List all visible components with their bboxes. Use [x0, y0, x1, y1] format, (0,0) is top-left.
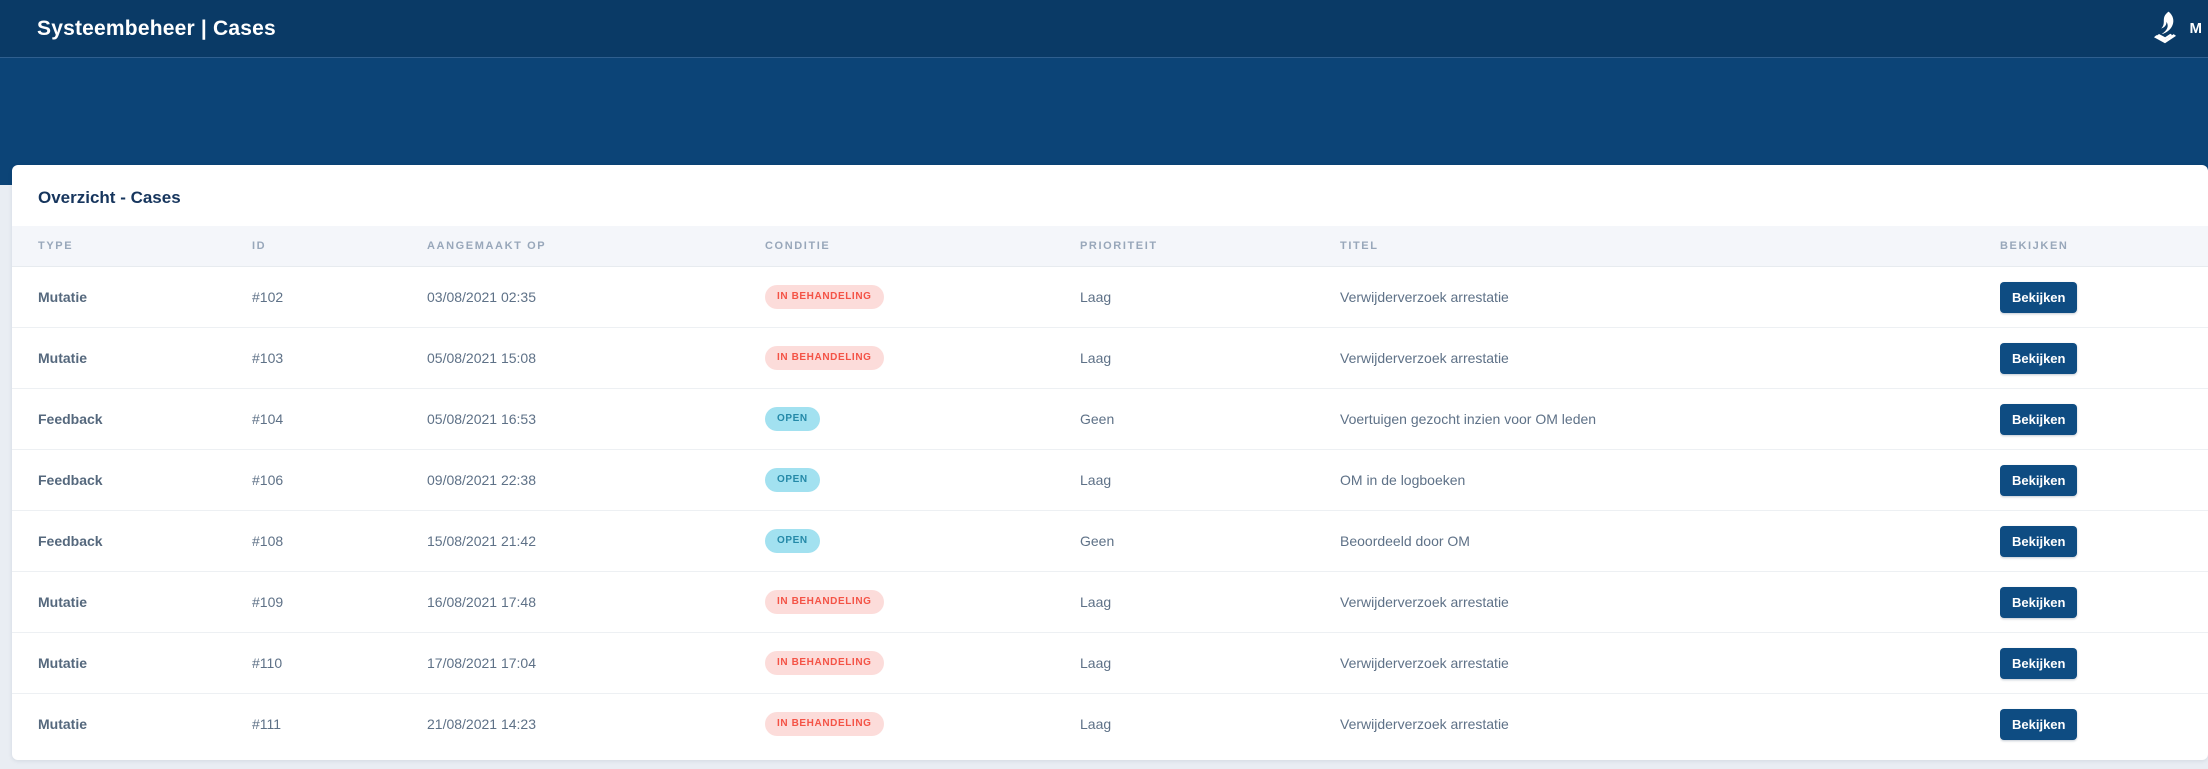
table-row: Mutatie #110 17/08/2021 17:04 IN BEHANDE…	[12, 632, 2208, 694]
table-row: Feedback #108 15/08/2021 21:42 OPEN Geen…	[12, 510, 2208, 572]
app-title: Systeembeheer | Cases	[37, 16, 276, 40]
bekijken-button[interactable]: Bekijken	[2000, 647, 2078, 679]
cell-type: Feedback	[12, 388, 252, 450]
bekijken-button[interactable]: Bekijken	[2000, 403, 2078, 435]
table-row: Mutatie #102 03/08/2021 02:35 IN BEHANDE…	[12, 266, 2208, 328]
cell-priority: Laag	[1080, 571, 1340, 633]
cell-priority: Laag	[1080, 266, 1340, 328]
bekijken-button[interactable]: Bekijken	[2000, 708, 2078, 740]
cell-title: Voertuigen gezocht inzien voor OM leden	[1340, 388, 2000, 450]
cell-id: #102	[252, 266, 427, 328]
bekijken-button[interactable]: Bekijken	[2000, 525, 2078, 557]
cell-title: Verwijderverzoek arrestatie	[1340, 571, 2000, 633]
hero-band	[0, 57, 2208, 185]
bekijken-button[interactable]: Bekijken	[2000, 281, 2078, 313]
condition-badge: OPEN	[765, 468, 820, 492]
cell-created: 05/08/2021 15:08	[427, 327, 765, 389]
cell-created: 15/08/2021 21:42	[427, 510, 765, 572]
cell-type: Feedback	[12, 449, 252, 511]
cell-priority: Laag	[1080, 716, 1112, 732]
cell-created: 16/08/2021 17:48	[427, 571, 765, 633]
column-header-title: TITEL	[1340, 226, 2000, 267]
cell-created: 05/08/2021 16:53	[427, 388, 765, 450]
page-title: Overzicht - Cases	[38, 188, 181, 207]
top-navigation-bar: Systeembeheer | Cases M	[0, 0, 2208, 57]
cell-created: 21/08/2021 14:23	[427, 716, 536, 732]
cell-priority: Geen	[1080, 510, 1340, 572]
cases-overview-card: Overzicht - Cases TYPE ID AANGEMAAKT OP …	[12, 165, 2208, 760]
cell-priority: Laag	[1080, 449, 1340, 511]
cell-priority: Geen	[1080, 388, 1340, 450]
topbar-right-group: M	[2150, 11, 2203, 47]
column-header-created: AANGEMAAKT OP	[427, 226, 765, 267]
cell-type: Mutatie	[38, 716, 87, 732]
cell-id: #103	[252, 327, 427, 389]
cell-title: Beoordeeld door OM	[1340, 510, 2000, 572]
cell-type: Feedback	[12, 510, 252, 572]
table-row: Mutatie #111 21/08/2021 14:23 IN BEHANDE…	[12, 694, 2208, 755]
cases-table: TYPE ID AANGEMAAKT OP CONDITIE PRIORITEI…	[12, 226, 2208, 754]
cell-title: Verwijderverzoek arrestatie	[1340, 632, 2000, 694]
cell-type: Mutatie	[12, 266, 252, 328]
cell-id: #110	[252, 632, 427, 694]
cell-created: 03/08/2021 02:35	[427, 266, 765, 328]
cell-type: Mutatie	[12, 632, 252, 694]
condition-badge: IN BEHANDELING	[765, 712, 884, 736]
cell-id: #108	[252, 510, 427, 572]
cell-id: #104	[252, 388, 427, 450]
cell-created: 09/08/2021 22:38	[427, 449, 765, 511]
cell-priority: Laag	[1080, 632, 1340, 694]
condition-badge: OPEN	[765, 407, 820, 431]
condition-badge: IN BEHANDELING	[765, 285, 884, 309]
table-header: TYPE ID AANGEMAAKT OP CONDITIE PRIORITEI…	[12, 226, 2208, 267]
table-row: Mutatie #103 05/08/2021 15:08 IN BEHANDE…	[12, 327, 2208, 389]
column-header-condition: CONDITIE	[765, 226, 1080, 267]
table-row: Mutatie #109 16/08/2021 17:48 IN BEHANDE…	[12, 571, 2208, 633]
topbar-user-text[interactable]: M	[2189, 20, 2203, 37]
column-header-id: ID	[252, 226, 427, 267]
column-header-view: BEKIJKEN	[2000, 226, 2208, 267]
condition-badge: IN BEHANDELING	[765, 590, 884, 614]
cell-title: Verwijderverzoek arrestatie	[1340, 266, 2000, 328]
table-row: Feedback #104 05/08/2021 16:53 OPEN Geen…	[12, 388, 2208, 450]
condition-badge: IN BEHANDELING	[765, 346, 884, 370]
cell-title: OM in de logboeken	[1340, 449, 2000, 511]
column-header-priority: PRIORITEIT	[1080, 226, 1340, 267]
cell-priority: Laag	[1080, 327, 1340, 389]
cell-type: Mutatie	[12, 327, 252, 389]
cell-type: Mutatie	[12, 571, 252, 633]
cell-title: Verwijderverzoek arrestatie	[1340, 327, 2000, 389]
cell-created: 17/08/2021 17:04	[427, 632, 765, 694]
condition-badge: OPEN	[765, 529, 820, 553]
bekijken-button[interactable]: Bekijken	[2000, 464, 2078, 496]
cell-id: #111	[252, 716, 282, 732]
cell-title: Verwijderverzoek arrestatie	[1340, 716, 1509, 732]
condition-badge: IN BEHANDELING	[765, 651, 884, 675]
bekijken-button[interactable]: Bekijken	[2000, 586, 2078, 618]
politie-flame-icon	[2150, 11, 2180, 47]
cell-id: #106	[252, 449, 427, 511]
bekijken-button[interactable]: Bekijken	[2000, 342, 2078, 374]
cell-id: #109	[252, 571, 427, 633]
table-row: Feedback #106 09/08/2021 22:38 OPEN Laag…	[12, 449, 2208, 511]
column-header-type: TYPE	[12, 226, 252, 267]
